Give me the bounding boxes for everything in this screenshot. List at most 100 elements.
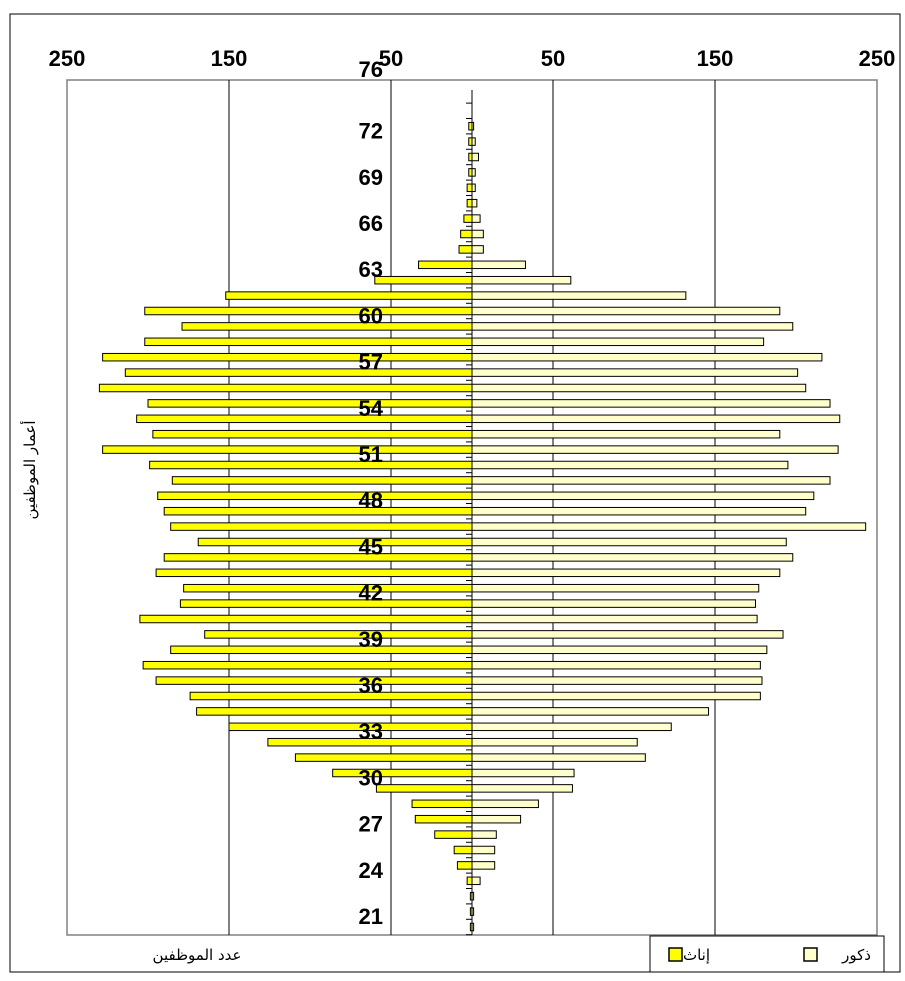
bar-female (294, 753, 473, 762)
bar-male (471, 722, 672, 732)
bar-female (181, 322, 473, 331)
y-tick-label: 76 (359, 57, 383, 82)
bar-male (471, 491, 815, 501)
x-tick-label: 50 (379, 46, 403, 71)
bar-female (453, 845, 473, 855)
bar-male (471, 322, 794, 331)
x-tick-label: 250 (859, 46, 896, 71)
bar-male (471, 399, 831, 408)
bar-male (471, 306, 781, 316)
bar-male (471, 229, 484, 239)
bar-female (225, 291, 473, 300)
bar-female (155, 676, 473, 685)
bar-male (471, 522, 867, 531)
legend-label-male: ذكور (841, 946, 871, 964)
y-tick-label: 51 (359, 442, 383, 467)
bar-male (471, 245, 484, 254)
bar-female (196, 707, 473, 716)
bar-female (124, 368, 473, 377)
bar-male (471, 429, 781, 439)
bar-male (471, 152, 479, 162)
bar-female (204, 630, 473, 639)
y-tick-label: 21 (359, 904, 383, 929)
bar-male (471, 691, 761, 701)
bar-male (471, 460, 789, 470)
bar-male (471, 337, 765, 347)
x-tick-labels: 250 150 50 50 150 250 (49, 46, 896, 71)
y-tick-label: 48 (359, 488, 383, 513)
bar-female (179, 599, 473, 608)
bar-male (471, 352, 823, 362)
bar-female (460, 229, 473, 239)
y-tick-label: 24 (359, 858, 384, 883)
y-tick-label: 45 (359, 534, 383, 559)
bar-male (471, 214, 481, 223)
bar-male (471, 260, 526, 270)
bar-female (466, 198, 473, 208)
bar-female (139, 614, 473, 624)
bar-female (434, 830, 473, 839)
bar-female (157, 491, 473, 501)
bar-female (466, 876, 473, 886)
bar-female (142, 660, 473, 670)
bar-female (155, 568, 473, 578)
bar-male (471, 645, 768, 655)
bar-male (471, 753, 646, 762)
bar-male (471, 275, 572, 285)
bar-female (144, 306, 473, 316)
y-tick-label: 63 (359, 257, 383, 282)
bar-female (418, 260, 473, 270)
bar-male (471, 198, 478, 208)
y-tick-label: 72 (359, 119, 383, 144)
bar-female (411, 799, 473, 809)
legend: ذكور إناث (649, 935, 885, 973)
bar-female (170, 522, 473, 531)
bar-male (471, 676, 763, 685)
bar-female (152, 429, 473, 439)
bar-male (471, 537, 787, 547)
bar-female (466, 183, 473, 193)
bar-female (332, 768, 473, 778)
bar-female (102, 352, 473, 362)
x-tick-label: 150 (211, 46, 248, 71)
legend-label-female: إناث (683, 946, 710, 964)
legend-swatch-female (668, 947, 683, 962)
y-tick-label: 54 (359, 396, 384, 421)
bar-male (471, 599, 756, 608)
y-tick-label: 30 (359, 765, 383, 790)
x-tick-label: 250 (49, 46, 86, 71)
x-tick-label: 50 (541, 46, 565, 71)
y-tick-label: 69 (359, 165, 383, 190)
bar-male (471, 506, 807, 516)
legend-swatch-male (803, 947, 818, 962)
bar-male (471, 830, 497, 839)
bar-male (471, 814, 522, 824)
bar-male (471, 568, 781, 578)
bar-male (471, 768, 575, 778)
bar-female (102, 445, 473, 454)
bar-male (471, 845, 496, 855)
bar-male (471, 414, 841, 424)
y-tick-label: 27 (359, 812, 383, 837)
bar-male (471, 291, 687, 300)
bar-male (471, 630, 784, 639)
y-tick-label: 42 (359, 581, 383, 606)
y-tick-label: 66 (359, 211, 383, 236)
bar-female (170, 645, 473, 655)
bar-female (136, 414, 473, 424)
y-tick-labels: 21 24 27 30 33 36 39 42 45 48 51 54 57 60 63 66 69 72 76 (359, 57, 384, 929)
bar-female (163, 506, 473, 516)
bar-male (471, 799, 539, 809)
bar-female (463, 214, 473, 223)
bar-female (183, 583, 473, 593)
bar-female (228, 722, 473, 732)
bar-male (471, 445, 839, 454)
y-tick-label: 57 (359, 350, 383, 375)
bar-female (144, 337, 473, 347)
bar-female (98, 383, 473, 393)
bar-female (189, 691, 473, 701)
y-tick-label: 39 (359, 627, 383, 652)
x-axis-title: عدد الموظفين (153, 946, 242, 964)
bar-male (471, 553, 794, 562)
